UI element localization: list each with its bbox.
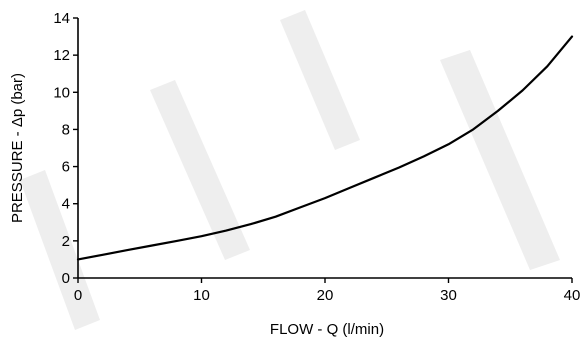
- x-tick-label: 10: [193, 287, 210, 304]
- x-tick-label: 40: [564, 287, 581, 304]
- x-tick-label: 30: [440, 287, 457, 304]
- y-tick-label: 4: [62, 196, 70, 213]
- series: [76, 35, 574, 261]
- y-tick-label: 8: [62, 121, 70, 138]
- watermark: [20, 10, 560, 330]
- y-tick-label: 6: [62, 159, 70, 176]
- y-tick-label: 14: [53, 10, 70, 27]
- ticks: 0 2 4 6 8 10 12 14 0 10 20 30 40: [53, 10, 580, 304]
- y-tick-label: 10: [53, 84, 70, 101]
- y-tick-label: 2: [62, 233, 70, 250]
- watermark-stroke-4: [440, 50, 560, 270]
- watermark-stroke-3: [280, 10, 360, 150]
- pressure-curve: [76, 35, 574, 261]
- x-tick-label: 0: [74, 287, 82, 304]
- watermark-stroke-1: [20, 170, 100, 330]
- y-tick-label: 0: [62, 270, 70, 287]
- x-axis-title: FLOW - Q (l/min): [270, 321, 384, 338]
- x-tick-label: 20: [317, 287, 334, 304]
- watermark-stroke-2: [150, 80, 250, 260]
- y-axis-title: PRESSURE - Δp (bar): [9, 73, 26, 223]
- y-tick-label: 12: [53, 47, 70, 64]
